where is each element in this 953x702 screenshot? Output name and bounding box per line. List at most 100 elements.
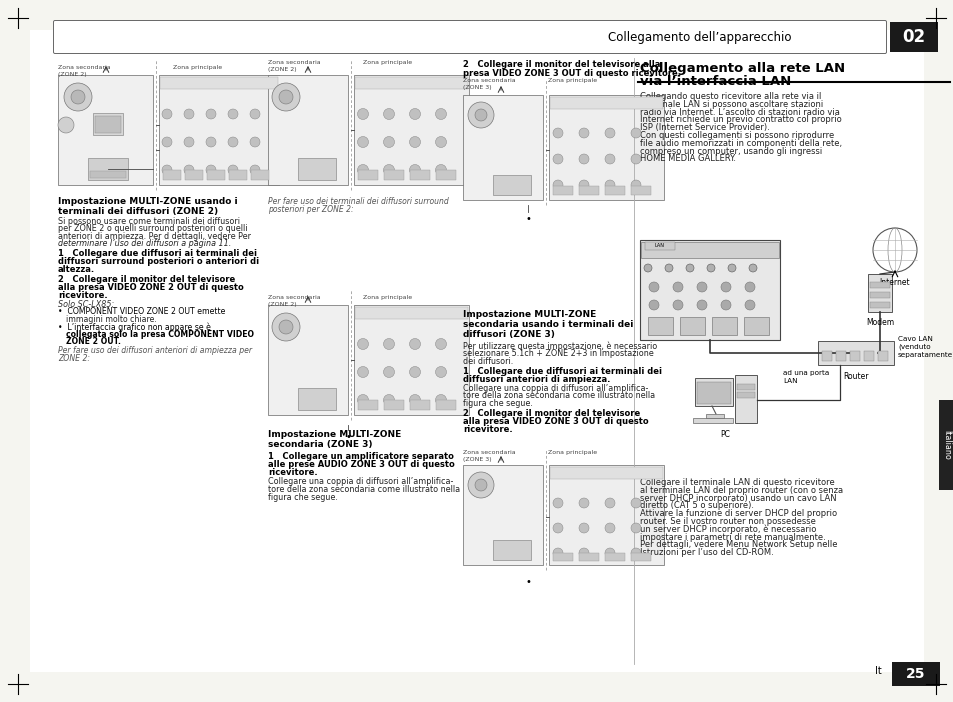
Circle shape [578,548,588,558]
Text: secondaria usando i terminali dei: secondaria usando i terminali dei [462,320,633,329]
Circle shape [630,128,640,138]
Text: Internet: Internet [879,278,909,287]
Bar [695,378,732,406]
Text: altezza.: altezza. [58,265,95,274]
Text: Zona secondaria: Zona secondaria [268,60,320,65]
Circle shape [435,366,446,378]
Text: Impostazione MULTI-ZONE: Impostazione MULTI-ZONE [268,430,401,439]
Text: •: • [524,214,531,224]
Bar [630,553,650,561]
Bar [630,186,650,195]
Text: tore della zona secondaria come illustrato nella: tore della zona secondaria come illustra… [462,392,655,401]
Bar [159,75,278,185]
Bar [436,170,456,180]
Text: secondaria (ZONE 3): secondaria (ZONE 3) [268,440,372,449]
Circle shape [604,523,615,533]
Bar [95,116,121,133]
Bar [268,75,348,185]
Bar [891,662,939,686]
Circle shape [58,117,74,133]
Circle shape [630,180,640,190]
Text: Collegare una coppia di diffusori all’amplifica-: Collegare una coppia di diffusori all’am… [462,384,648,393]
Text: Con questi collegamenti si possono riprodurre: Con questi collegamenti si possono ripro… [639,131,833,140]
Text: (venduto: (venduto [897,344,929,350]
Bar [734,375,757,423]
Circle shape [383,395,395,406]
Circle shape [357,109,368,119]
Text: •  COMPONENT VIDEO ZONE 2 OUT emette: • COMPONENT VIDEO ZONE 2 OUT emette [58,307,225,317]
Text: It: It [874,666,882,676]
Circle shape [409,136,420,147]
Text: Per dettagli, vedere Menu Network Setup nelle: Per dettagli, vedere Menu Network Setup … [639,541,837,550]
Circle shape [553,498,562,508]
Text: •  L’interfaccia grafico non appare se è: • L’interfaccia grafico non appare se è [58,322,211,332]
Text: (ZONE 2): (ZONE 2) [268,67,296,72]
Circle shape [250,137,260,147]
Text: ricevitore.: ricevitore. [58,291,108,300]
Text: Zona principale: Zona principale [363,295,412,300]
Circle shape [435,395,446,406]
Circle shape [357,366,368,378]
Bar [163,170,181,180]
Text: diffusori anteriori di ampiezza.: diffusori anteriori di ampiezza. [462,375,610,384]
Circle shape [272,83,299,111]
Text: immagini molto chiare.: immagini molto chiare. [66,315,156,324]
Circle shape [468,472,494,498]
Bar [692,418,732,423]
Bar [354,75,469,185]
Bar [553,553,573,561]
Circle shape [383,136,395,147]
Text: determinare l’uso dei diffusori a pagina 11.: determinare l’uso dei diffusori a pagina… [58,239,231,249]
Text: Italiano: Italiano [941,430,950,460]
Text: separatamente): separatamente) [897,352,953,359]
Bar [410,400,430,410]
Text: ricevitore.: ricevitore. [268,468,317,477]
Bar [548,465,663,565]
Circle shape [578,523,588,533]
Bar [705,414,723,418]
Text: Collegamento dell’apparecchio: Collegamento dell’apparecchio [608,30,791,44]
Text: terminali dei diffusori (ZONE 2): terminali dei diffusori (ZONE 2) [58,207,218,216]
Text: Zona secondaria: Zona secondaria [268,295,320,300]
Circle shape [468,102,494,128]
Bar [553,186,573,195]
Circle shape [383,109,395,119]
Bar [185,170,203,180]
Bar [640,242,779,258]
Text: (ZONE 3): (ZONE 3) [462,457,491,462]
Circle shape [162,137,172,147]
Bar [357,400,377,410]
Bar [578,553,598,561]
Circle shape [383,366,395,378]
Bar [548,95,663,200]
Bar [869,282,889,288]
Circle shape [435,164,446,176]
Circle shape [553,548,562,558]
Circle shape [409,164,420,176]
Circle shape [475,109,486,121]
Bar [160,77,277,89]
Circle shape [435,338,446,350]
Text: ad una porta: ad una porta [782,370,828,376]
Bar [711,317,737,335]
Text: ISP (Internet Service Provider).: ISP (Internet Service Provider). [639,123,769,132]
Circle shape [272,313,299,341]
Text: (ZONE 3): (ZONE 3) [462,85,491,90]
Circle shape [383,164,395,176]
Circle shape [553,180,562,190]
Circle shape [630,523,640,533]
Circle shape [409,109,420,119]
Text: alla presa VIDEO ZONE 3 OUT di questo: alla presa VIDEO ZONE 3 OUT di questo [462,417,648,426]
Circle shape [184,137,193,147]
Text: Per utilizzare questa impostazione, è necessario: Per utilizzare questa impostazione, è ne… [462,342,657,352]
Text: al terminale LAN del proprio router (con o senza: al terminale LAN del proprio router (con… [639,486,842,495]
Bar [355,77,468,89]
Text: 1   Collegare un amplificatore separato: 1 Collegare un amplificatore separato [268,452,454,461]
Text: radio via Internet. L’ascolto di stazioni radio via: radio via Internet. L’ascolto di stazion… [639,107,839,117]
Bar [297,158,335,180]
Circle shape [630,498,640,508]
Circle shape [228,109,237,119]
Circle shape [604,498,615,508]
Bar [493,540,531,560]
Circle shape [162,109,172,119]
